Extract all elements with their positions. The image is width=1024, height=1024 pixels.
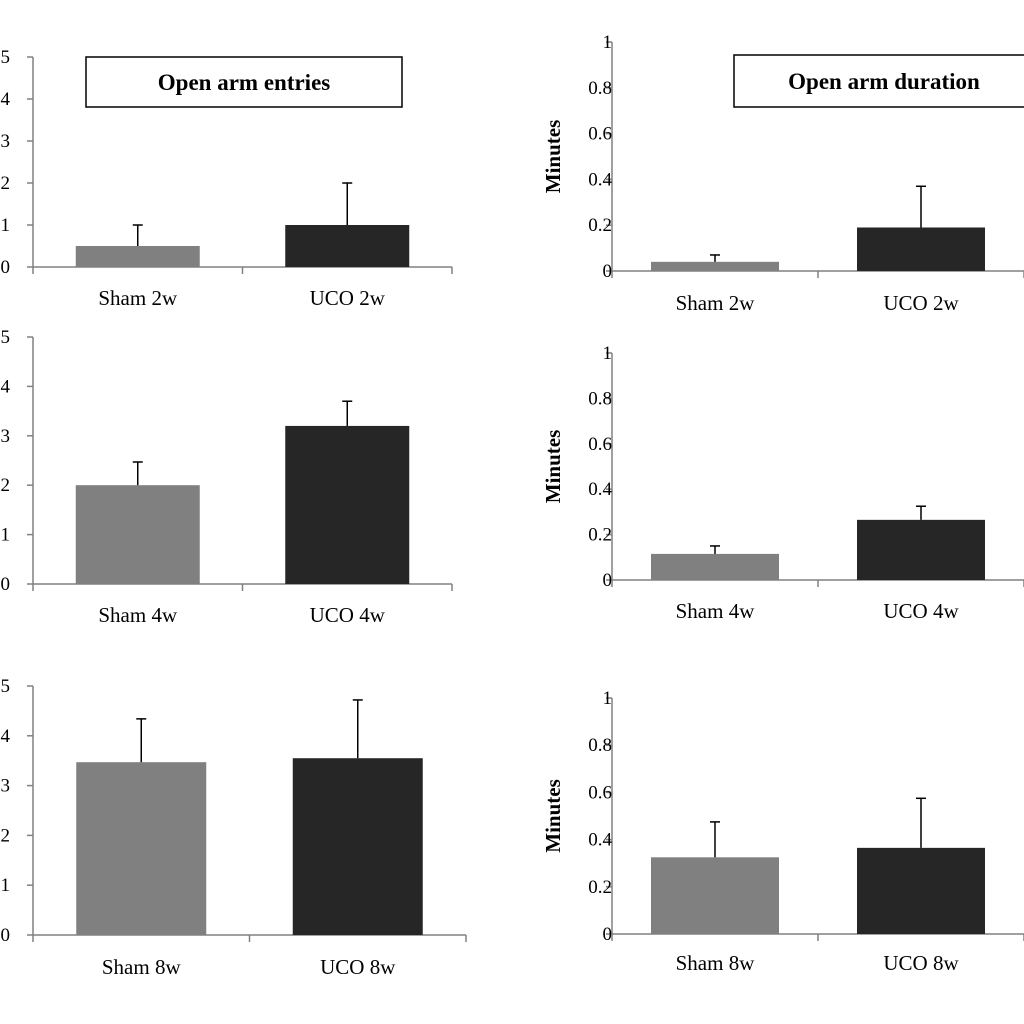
chart-title: Open arm entries <box>158 70 331 95</box>
y-axis-title: Minutes <box>541 430 565 504</box>
y-tick-label: 4 <box>1 376 11 397</box>
y-tick-label: 0 <box>1 925 11 946</box>
category-label: Sham 8w <box>676 951 756 975</box>
bar-sham-2w <box>651 261 779 271</box>
chart-title: Open arm duration <box>788 69 980 94</box>
y-tick-label: 0.6 <box>588 124 612 145</box>
y-tick-label: 0.4 <box>588 169 612 190</box>
bar-uco-8w <box>292 758 423 935</box>
y-tick-label: 0 <box>603 570 613 591</box>
chart-panel-6: 0 0.2 0.4 0.6 0.8 1 Sham 8w UCO 8w Minutes <box>541 688 1024 975</box>
y-tick-label: 5 <box>1 327 11 348</box>
y-tick-label: 0 <box>603 261 613 282</box>
chart-title-box <box>85 56 403 108</box>
y-tick-label: 0 <box>1 574 11 595</box>
y-tick-label: 2 <box>1 475 11 496</box>
category-label: UCO 8w <box>883 951 959 975</box>
y-tick-label: 5 <box>1 676 11 697</box>
bar-uco-8w <box>857 847 985 934</box>
y-tick-label: 0.8 <box>588 735 612 756</box>
y-tick-label: 0.8 <box>588 78 612 99</box>
chart-title-box <box>733 54 1024 108</box>
y-tick-label: 3 <box>1 131 11 152</box>
chart-panel-2: 0 0.2 0.4 0.6 0.8 1 Sham 2w UCO 2w Minutes Open a… <box>541 32 1024 315</box>
bar-sham-4w <box>75 485 200 584</box>
bar-sham-8w <box>651 857 779 934</box>
chart-panel-3: 0 1 2 3 4 5 Sham 4w UCO 4w <box>1 327 453 627</box>
category-label: UCO 4w <box>883 599 959 623</box>
category-label: Sham 8w <box>102 955 182 979</box>
y-tick-label: 0 <box>603 924 613 945</box>
bar-uco-2w <box>857 227 985 271</box>
y-axis-title: Minutes <box>541 779 565 853</box>
y-tick-label: 0 <box>1 257 11 278</box>
y-tick-label: 2 <box>1 173 11 194</box>
bar-uco-4w <box>285 425 410 584</box>
y-tick-label: 1 <box>1 525 11 546</box>
y-tick-label: 0.2 <box>588 215 612 236</box>
y-tick-label: 4 <box>1 89 11 110</box>
category-label: Sham 2w <box>98 286 178 310</box>
y-tick-label: 3 <box>1 776 11 797</box>
category-label: UCO 2w <box>883 291 959 315</box>
y-tick-label: 0.6 <box>588 782 612 803</box>
y-tick-label: 0.6 <box>588 434 612 455</box>
category-label: UCO 8w <box>320 955 396 979</box>
y-tick-label: 5 <box>1 47 11 68</box>
bar-uco-4w <box>857 519 985 580</box>
y-tick-label: 0.4 <box>588 830 612 851</box>
chart-panel-4: 0 0.2 0.4 0.6 0.8 1 Sham 4w UCO 4w Minutes <box>541 343 1024 623</box>
y-tick-label: 1 <box>1 875 11 896</box>
category-label: Sham 4w <box>98 603 178 627</box>
y-tick-label: 4 <box>1 726 11 747</box>
category-label: Sham 4w <box>676 599 756 623</box>
y-tick-label: 1 <box>603 343 613 364</box>
y-axis-title: Minutes <box>541 120 565 194</box>
bar-sham-8w <box>76 762 207 935</box>
y-tick-label: 3 <box>1 426 11 447</box>
category-label: UCO 2w <box>310 286 386 310</box>
bar-uco-2w <box>285 225 410 267</box>
y-tick-label: 1 <box>603 688 613 709</box>
y-tick-label: 0.2 <box>588 877 612 898</box>
chart-panel-1: 0 1 2 3 4 5 Sham 2w UCO 2w Open arm entries <box>1 47 453 310</box>
bar-sham-4w <box>651 553 779 580</box>
y-tick-label: 2 <box>1 825 11 846</box>
category-label: Sham 2w <box>676 291 756 315</box>
bar-sham-2w <box>75 246 200 267</box>
chart-panel-5: 0 1 2 3 4 5 Sham 8w UCO 8w <box>1 676 467 979</box>
y-tick-label: 0.4 <box>588 479 612 500</box>
y-tick-label: 1 <box>603 32 613 53</box>
y-tick-label: 1 <box>1 215 11 236</box>
y-tick-label: 0.8 <box>588 388 612 409</box>
category-label: UCO 4w <box>310 603 386 627</box>
y-tick-label: 0.2 <box>588 525 612 546</box>
